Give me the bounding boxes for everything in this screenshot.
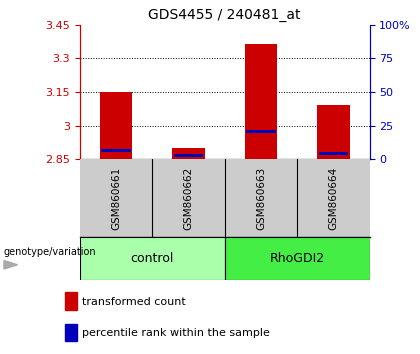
Text: GSM860662: GSM860662: [184, 167, 194, 230]
Text: GSM860663: GSM860663: [256, 167, 266, 230]
Bar: [101, 149, 131, 152]
Text: percentile rank within the sample: percentile rank within the sample: [82, 328, 270, 338]
Bar: [246, 130, 276, 133]
Text: genotype/variation: genotype/variation: [4, 247, 97, 257]
Bar: [244, 44, 277, 159]
Text: GSM860664: GSM860664: [328, 167, 339, 230]
Bar: [100, 92, 132, 159]
Bar: [172, 148, 205, 159]
Text: control: control: [131, 252, 174, 265]
Polygon shape: [4, 261, 18, 269]
Text: RhoGDI2: RhoGDI2: [270, 252, 325, 265]
Bar: [174, 154, 203, 158]
Bar: [66, 292, 77, 310]
Bar: [80, 237, 225, 280]
Text: GSM860661: GSM860661: [111, 167, 121, 230]
Text: transformed count: transformed count: [82, 297, 186, 307]
Bar: [317, 105, 350, 159]
Title: GDS4455 / 240481_at: GDS4455 / 240481_at: [148, 8, 301, 22]
Bar: [319, 152, 348, 155]
Bar: [66, 324, 77, 341]
Bar: [225, 237, 370, 280]
